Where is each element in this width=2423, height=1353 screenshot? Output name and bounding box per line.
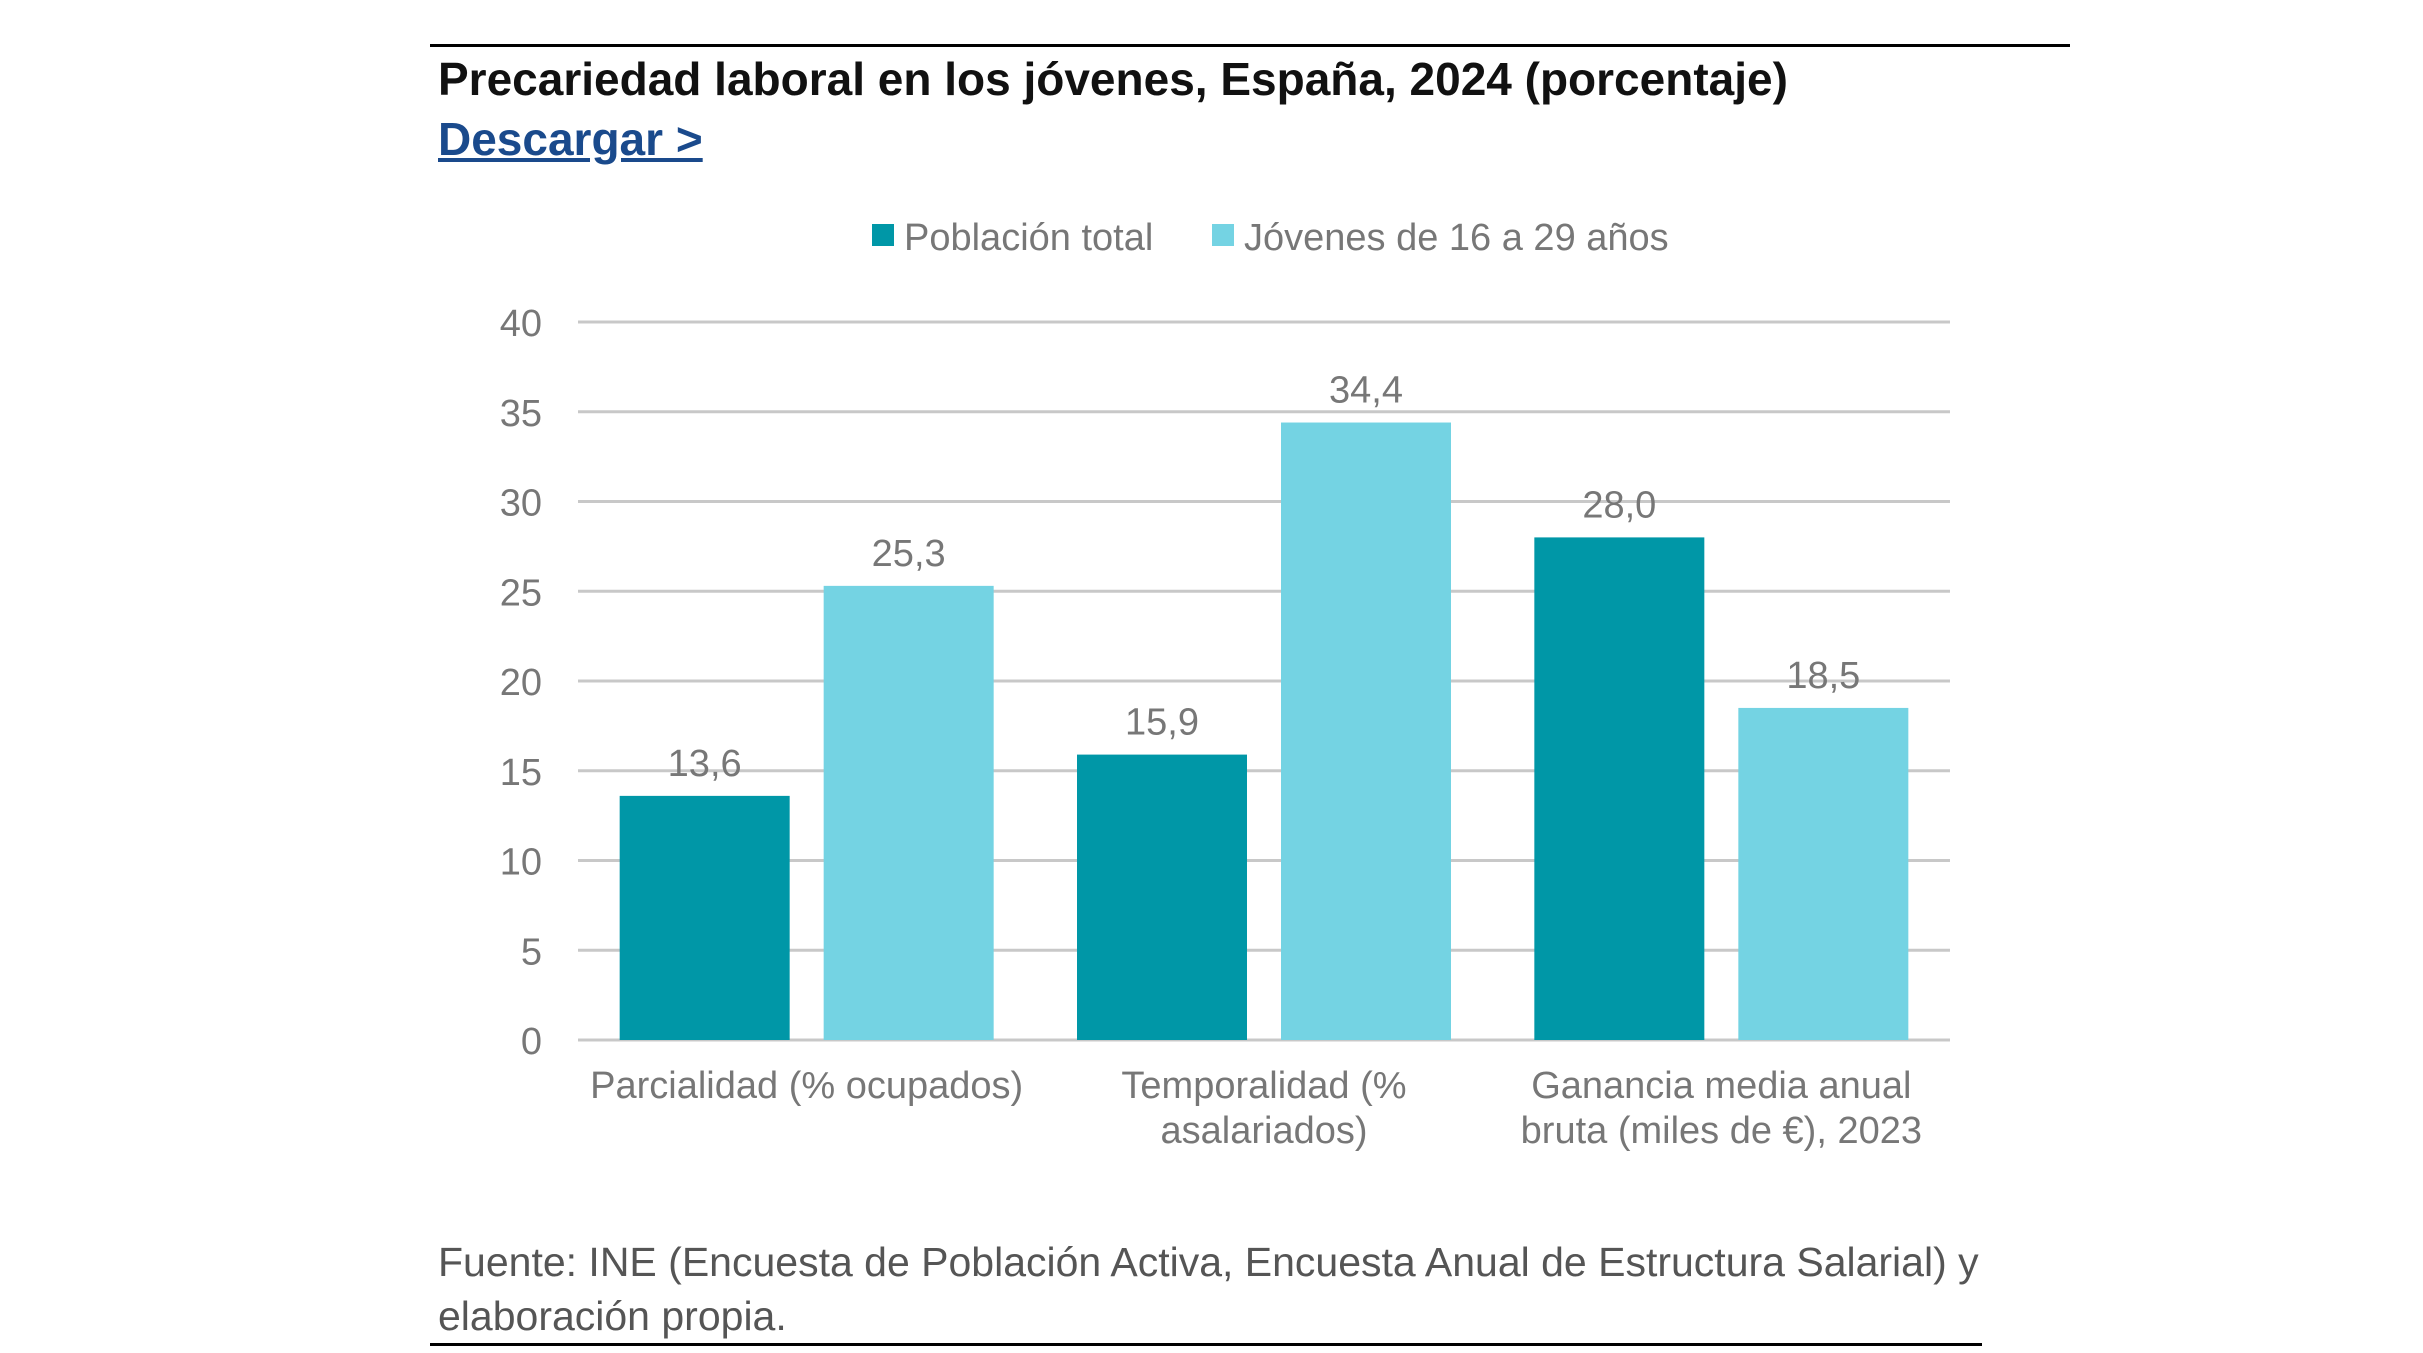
x-category-label: asalariados) [1161, 1110, 1368, 1152]
legend-swatch [1212, 224, 1234, 246]
bars [619, 422, 1909, 1040]
data-labels: 13,6 25,3 15,9 34,4 28,0 18,5 [668, 370, 1861, 785]
bar [823, 585, 994, 1040]
x-category-label: bruta (miles de €), 2023 [1521, 1110, 1922, 1152]
chart-title: Precariedad laboral en los jóvenes, Espa… [438, 53, 1788, 105]
legend-label: Jóvenes de 16 a 29 años [1244, 217, 1669, 259]
y-tick-label: 35 [500, 393, 542, 435]
axis-labels: 0 5 10 15 20 25 30 35 40 Parcialidad (% ocupados)… [500, 303, 1922, 1152]
y-tick-label: 30 [500, 483, 542, 525]
bar-value-label: 18,5 [1786, 655, 1860, 697]
x-category-label: Parcialidad (% ocupados) [590, 1065, 1023, 1107]
y-tick-label: 25 [500, 572, 542, 614]
y-tick-label: 0 [521, 1021, 542, 1063]
x-category-label: Ganancia media anual [1531, 1065, 1911, 1107]
bottom-rule [430, 1343, 1982, 1346]
bar-value-label: 13,6 [668, 743, 742, 785]
legend-swatch [872, 224, 894, 246]
source-note: Fuente: INE (Encuesta de Población Activ… [438, 1239, 1979, 1339]
download-link[interactable]: Descargar > [438, 113, 703, 165]
legend: Población total Jóvenes de 16 a 29 años [872, 217, 1669, 259]
bar-value-label: 15,9 [1125, 702, 1199, 744]
top-rule [430, 44, 2070, 47]
bar-value-label: 25,3 [872, 533, 946, 575]
y-tick-label: 20 [500, 662, 542, 704]
grid-lines [578, 320, 1950, 1042]
bar [1077, 754, 1247, 1040]
bar [1281, 422, 1451, 1040]
bar-value-label: 28,0 [1582, 484, 1656, 526]
y-tick-label: 5 [521, 931, 542, 973]
x-category-label: Temporalidad (% [1121, 1065, 1406, 1107]
bar [619, 795, 790, 1040]
y-tick-label: 10 [500, 842, 542, 884]
bar [1534, 537, 1705, 1040]
bar [1738, 707, 1909, 1040]
y-tick-label: 15 [500, 752, 542, 794]
y-tick-label: 40 [500, 303, 542, 345]
legend-label: Población total [904, 217, 1153, 259]
bar-value-label: 34,4 [1329, 370, 1403, 412]
